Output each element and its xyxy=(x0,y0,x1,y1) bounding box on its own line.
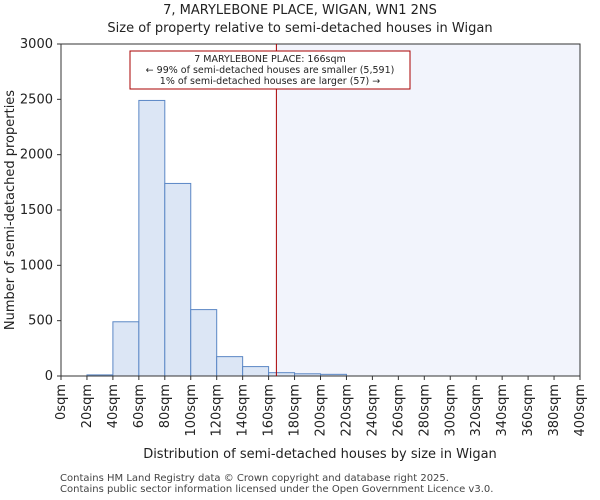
x-tick-label: 380sqm xyxy=(547,384,562,437)
y-tick-label: 3000 xyxy=(20,37,53,52)
histogram-bar xyxy=(112,321,140,377)
x-tick-label: 280sqm xyxy=(417,384,432,437)
x-tick-label: 340sqm xyxy=(495,384,510,437)
y-tick-label: 1500 xyxy=(20,203,53,218)
x-tick-label: 240sqm xyxy=(365,384,380,437)
x-tick-label: 60sqm xyxy=(132,384,147,428)
x-tick-label: 140sqm xyxy=(236,384,251,437)
x-tick-label: 20sqm xyxy=(80,384,95,428)
x-tick-label: 220sqm xyxy=(339,384,354,437)
chart-title: 7, MARYLEBONE PLACE, WIGAN, WN1 2NS xyxy=(163,3,437,18)
y-tick-label: 0 xyxy=(45,369,53,384)
x-tick-label: 40sqm xyxy=(106,384,121,428)
annotation-line1: 7 MARYLEBONE PLACE: 166sqm xyxy=(194,54,346,65)
histogram-bar xyxy=(190,309,218,377)
x-tick-label: 320sqm xyxy=(469,384,484,437)
y-axis-label: Number of semi-detached properties xyxy=(3,90,18,330)
x-tick-label: 0sqm xyxy=(54,384,69,420)
footer-line-1: Contains HM Land Registry data © Crown c… xyxy=(60,473,449,484)
annotation-line3: 1% of semi-detached houses are larger (5… xyxy=(160,76,380,87)
histogram-bar xyxy=(242,366,270,377)
histogram-bar xyxy=(216,356,244,377)
histogram-bar xyxy=(138,99,166,377)
x-tick-label: 300sqm xyxy=(443,384,458,437)
histogram-bar xyxy=(164,182,192,377)
x-tick-label: 200sqm xyxy=(314,384,329,437)
y-tick-label: 2500 xyxy=(20,92,53,107)
y-tick-label: 2000 xyxy=(20,148,53,163)
y-tick-label: 500 xyxy=(28,314,53,329)
x-axis-label: Distribution of semi-detached houses by … xyxy=(143,447,497,462)
highlight-region xyxy=(276,44,580,376)
x-tick-label: 260sqm xyxy=(391,384,406,437)
x-tick-label: 400sqm xyxy=(573,384,588,437)
x-tick-label: 360sqm xyxy=(521,384,536,437)
x-tick-label: 180sqm xyxy=(288,384,303,437)
footer-line-2: Contains public sector information licen… xyxy=(60,484,494,495)
y-tick-label: 1000 xyxy=(20,258,53,273)
x-tick-label: 160sqm xyxy=(262,384,277,437)
annotation-box xyxy=(129,50,411,90)
x-tick-label: 120sqm xyxy=(210,384,225,437)
annotation-line2: ← 99% of semi-detached houses are smalle… xyxy=(146,65,395,76)
chart-subtitle: Size of property relative to semi-detach… xyxy=(107,21,492,36)
x-tick-label: 80sqm xyxy=(158,384,173,428)
x-tick-label: 100sqm xyxy=(184,384,199,437)
